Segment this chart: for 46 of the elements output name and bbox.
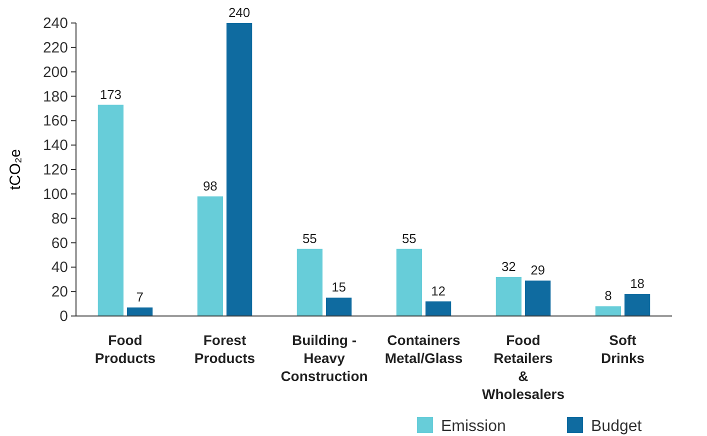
x-tick-label: Building - Heavy Construction <box>280 332 368 384</box>
y-tick-label: 180 <box>42 88 68 106</box>
bar <box>524 280 551 316</box>
bar <box>326 298 352 316</box>
data-label: 8 <box>604 288 612 304</box>
data-label: 240 <box>228 5 250 20</box>
y-tick-label: 80 <box>51 210 68 228</box>
y-tick-label: 200 <box>42 64 68 81</box>
data-label: 98 <box>202 178 218 194</box>
y-tick-label: 60 <box>51 234 68 252</box>
y-tick-label: 160 <box>42 112 68 130</box>
bar <box>425 301 452 316</box>
bar <box>396 248 422 316</box>
legend-label: Budget <box>591 418 642 435</box>
legend-label: Emission <box>441 418 506 435</box>
bar <box>595 306 621 316</box>
data-label: 173 <box>100 86 122 102</box>
data-label: 12 <box>431 283 446 298</box>
data-label: 55 <box>302 230 317 246</box>
x-tick-label: Containers Metal/Glass <box>384 332 463 366</box>
y-tick-label: 140 <box>42 137 68 154</box>
y-tick-label: 240 <box>42 15 68 32</box>
data-label: 32 <box>501 258 516 274</box>
y-tick-label: 220 <box>42 39 68 56</box>
x-tick-label: Soft Drinks <box>600 332 645 366</box>
y-tick-label: 20 <box>51 284 68 301</box>
bar <box>624 294 650 316</box>
y-tick-label: 0 <box>60 308 68 325</box>
data-label: 18 <box>630 276 645 292</box>
data-label: 29 <box>530 262 546 278</box>
y-tick-label: 40 <box>51 259 68 276</box>
y-tick-label: 100 <box>42 186 68 203</box>
bar <box>296 248 323 316</box>
bar <box>496 276 522 316</box>
x-tick-label: Forest Products <box>194 332 256 366</box>
data-label: 55 <box>402 230 416 246</box>
bar <box>226 23 252 316</box>
bar <box>127 307 153 316</box>
data-label: 7 <box>136 289 144 304</box>
y-tick-label: 120 <box>42 162 68 178</box>
x-tick-label: Food Products <box>94 332 156 366</box>
bar <box>197 196 224 316</box>
x-tick-label: Food Retailers & Wholesalers <box>482 332 565 402</box>
bar <box>98 104 124 316</box>
data-label: 15 <box>332 280 346 295</box>
y-axis-title: tCO₂e <box>7 149 24 190</box>
